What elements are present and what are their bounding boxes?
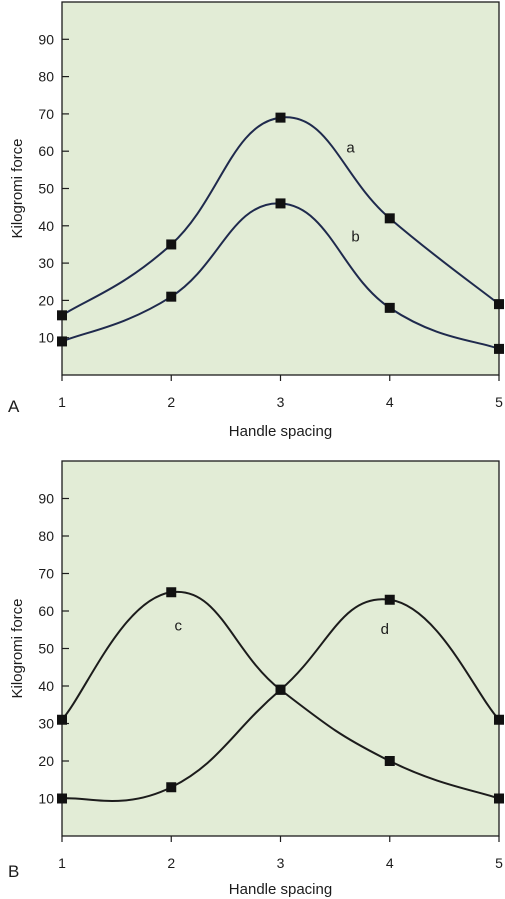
y-tick-label: 20 xyxy=(38,292,54,308)
y-tick-label: 10 xyxy=(38,330,54,346)
data-point-marker xyxy=(57,714,67,725)
x-axis-title: Handle spacing xyxy=(229,881,332,898)
series-label-c: c xyxy=(175,617,183,634)
y-tick-label: 70 xyxy=(38,106,54,122)
data-point-marker xyxy=(494,343,504,354)
y-tick-label: 20 xyxy=(38,753,54,769)
x-tick-label: 1 xyxy=(58,855,66,871)
series-line-c xyxy=(61,590,500,800)
data-point-marker xyxy=(57,793,67,804)
data-point-marker xyxy=(166,782,177,793)
plot-area xyxy=(61,1,500,376)
data-point-marker xyxy=(275,112,286,123)
data-point-marker xyxy=(166,291,177,302)
y-tick-label: 80 xyxy=(38,528,54,544)
y-tick-label: 30 xyxy=(38,716,54,732)
x-tick-label: 3 xyxy=(277,855,285,871)
x-tick-label: 2 xyxy=(167,855,175,871)
x-tick-label: 2 xyxy=(167,394,175,410)
data-point-marker xyxy=(494,299,504,310)
chart-panel-a: 10 20 30 40 50 60 70 80 90 1 2 3 4 5 Handle spacing Kil… xyxy=(8,1,504,440)
y-tick-label: 40 xyxy=(38,218,54,234)
x-axis-title: Handle spacing xyxy=(229,423,332,440)
y-tick-label: 60 xyxy=(38,603,54,619)
y-tick-label: 80 xyxy=(38,69,54,85)
data-point-marker xyxy=(384,302,395,313)
y-tick-label: 30 xyxy=(38,255,54,271)
data-point-marker xyxy=(384,756,395,766)
y-tick-label: 40 xyxy=(38,678,54,694)
y-tick-label: 90 xyxy=(38,31,54,47)
y-axis-title: Kilogromi force xyxy=(9,598,26,698)
data-point-marker xyxy=(275,684,286,695)
panel-label: A xyxy=(8,397,20,416)
data-point-marker xyxy=(494,714,504,725)
series-label-b: b xyxy=(351,228,359,245)
panel-label: B xyxy=(8,862,19,881)
data-point-marker xyxy=(494,793,504,804)
chart-panel-b: 10 20 30 40 50 60 70 80 90 1 2 3 4 5 Handle spacing Kil… xyxy=(8,460,504,898)
x-tick-label: 5 xyxy=(495,394,503,410)
y-tick-label: 50 xyxy=(38,641,54,657)
y-tick-label: 70 xyxy=(38,566,54,582)
y-tick-label: 50 xyxy=(38,181,54,197)
series-line-d xyxy=(61,598,500,802)
x-tick-label: 4 xyxy=(386,394,394,410)
x-tick-label: 3 xyxy=(277,394,285,410)
data-point-marker xyxy=(57,336,67,347)
y-axis-title: Kilogromi force xyxy=(9,138,26,238)
data-point-marker xyxy=(166,587,177,598)
data-point-marker xyxy=(275,198,286,209)
y-tick-label: 10 xyxy=(38,791,54,807)
data-point-marker xyxy=(384,594,395,605)
data-point-marker xyxy=(166,239,177,250)
y-tick-label: 60 xyxy=(38,143,54,159)
y-tick-label: 90 xyxy=(38,491,54,507)
series-label-a: a xyxy=(346,140,355,157)
x-tick-label: 1 xyxy=(58,394,66,410)
data-point-marker xyxy=(57,310,67,321)
data-point-marker xyxy=(384,213,395,224)
series-label-d: d xyxy=(381,621,389,638)
x-tick-label: 4 xyxy=(386,855,394,871)
x-tick-label: 5 xyxy=(495,855,503,871)
